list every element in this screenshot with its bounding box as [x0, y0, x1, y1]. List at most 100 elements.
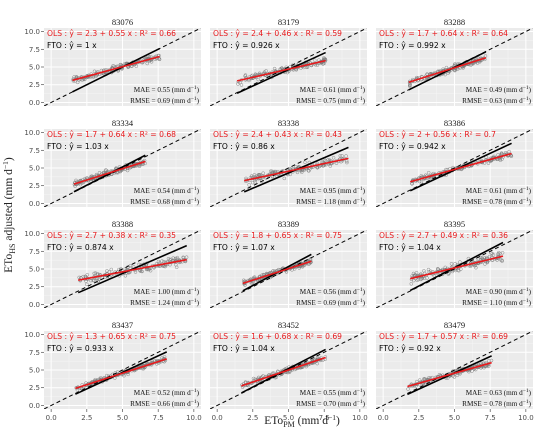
data-point: [184, 255, 189, 259]
mae-unit-close: ): [529, 86, 532, 94]
y-tick-label: 2.5: [29, 283, 40, 291]
y-tick-label: 7.5: [29, 349, 40, 357]
data-point: [174, 262, 178, 267]
mae-unit-exp: −1: [191, 287, 197, 293]
fto-equation: FTO : ŷ = 1.07 x: [213, 243, 275, 252]
data-point: [307, 169, 311, 173]
panel-strip: [376, 117, 533, 129]
data-point: [295, 170, 300, 175]
data-point: [338, 154, 343, 158]
data-point: [340, 154, 344, 158]
y-tick-label: 7.5: [29, 248, 40, 256]
y-tick-label: 0.0: [29, 402, 40, 410]
data-point: [272, 66, 277, 71]
fto-equation: FTO : ŷ = 1.04 x: [379, 243, 441, 252]
data-point: [444, 65, 449, 70]
panel-title: 83389: [278, 219, 299, 229]
identity-line: [210, 129, 367, 207]
mae-unit-exp: −1: [357, 85, 363, 91]
ols-line: [410, 152, 512, 183]
rmse-unit-exp: −1: [191, 298, 197, 304]
mae-text: MAE = 0.61 (mm d−1): [466, 186, 532, 195]
data-point: [419, 174, 424, 178]
data-point: [280, 66, 284, 70]
data-point: [507, 149, 511, 154]
identity-line: [44, 230, 201, 308]
data-point: [315, 165, 320, 170]
data-point: [163, 264, 167, 269]
identity-line: [376, 331, 533, 409]
x-axis-label: EToPM (mm d−1): [264, 413, 340, 429]
panel-title: 83479: [444, 320, 465, 330]
panel-83334: 83334 OLS : ŷ = 1.7 + 0.64 x : R² = 0.68 F…: [24, 117, 201, 208]
mae-unit-exp: −1: [523, 186, 529, 192]
data-point: [498, 258, 503, 262]
panel-83395: 83395 OLS : ŷ = 2.7 + 0.49 x : R² = 0.36 F…: [376, 218, 533, 308]
fto-equation: FTO : ŷ = 1 x: [47, 41, 97, 50]
mae-text: MAE = 0.63 (mm d−1): [466, 388, 532, 397]
ols-equation: OLS : ŷ = 1.6 + 0.68 x : R² = 0.69: [213, 332, 342, 341]
panel-83479: 83479 OLS : ŷ = 1.7 + 0.57 x : R² = 0.69 F…: [376, 319, 534, 422]
x-tick-label: 10.0: [186, 414, 202, 422]
panel-title: 83395: [444, 219, 465, 229]
x-tick-label: 10.0: [518, 414, 534, 422]
panel-title: 83338: [278, 118, 299, 128]
mae-unit-exp: −1: [357, 388, 363, 394]
mae-unit-close: ): [363, 389, 366, 397]
data-point: [422, 376, 426, 381]
mae-unit-exp: −1: [191, 186, 197, 192]
y-tick-label: 0.0: [29, 99, 40, 107]
data-point: [122, 373, 126, 378]
data-point: [257, 173, 262, 177]
data-point: [168, 258, 172, 262]
plot-area: [44, 331, 201, 409]
mae-text: MAE = 0.56 (mm d−1): [300, 287, 366, 296]
identity-line: [210, 28, 367, 106]
data-point: [487, 359, 491, 363]
data-point: [412, 278, 416, 283]
data-point: [474, 265, 478, 270]
data-point: [435, 267, 440, 271]
data-point: [262, 70, 267, 74]
data-point: [426, 170, 431, 175]
data-point: [243, 380, 248, 384]
data-point: [328, 164, 333, 168]
identity-line: [376, 129, 533, 207]
x-tick-label: 2.5: [81, 414, 92, 422]
ols-line: [78, 258, 187, 281]
data-point: [482, 256, 487, 260]
y-tick-label: 0.0: [29, 301, 40, 309]
plot-area: [376, 28, 533, 106]
data-point: [247, 183, 251, 187]
mae-text: MAE = 0.54 (mm d−1): [134, 186, 200, 195]
ols-equation: OLS : ŷ = 2.4 + 0.43 x : R² = 0.43: [213, 130, 342, 139]
y-tick-label: 2.5: [29, 384, 40, 392]
mae-unit-exp: −1: [523, 388, 529, 394]
ols-line: [244, 157, 349, 182]
data-point: [261, 374, 265, 378]
data-point: [422, 269, 426, 273]
mae-text: MAE = 0.55 (mm d−1): [300, 388, 366, 397]
data-point: [345, 160, 349, 165]
plot-area: [376, 129, 533, 207]
ols-line: [410, 255, 504, 280]
data-point: [80, 78, 85, 82]
mae-unit-close: ): [197, 389, 200, 397]
data-point: [447, 271, 451, 275]
data-point: [238, 80, 242, 85]
rmse-unit-exp: −1: [357, 399, 363, 405]
panel-strip: [44, 218, 201, 230]
x-axis-label-close: ): [336, 415, 340, 427]
data-point: [123, 274, 128, 278]
x-tick-label: 7.5: [485, 414, 496, 422]
ols-line: [73, 160, 146, 185]
data-point: [495, 258, 499, 262]
data-point: [109, 267, 114, 272]
panel-strip: [44, 117, 201, 129]
x-tick-label: 5.0: [283, 414, 294, 422]
fto-line: [72, 47, 160, 93]
plot-area: [44, 230, 201, 308]
data-point: [443, 265, 447, 270]
x-axis-label-exp: −1: [328, 413, 336, 422]
